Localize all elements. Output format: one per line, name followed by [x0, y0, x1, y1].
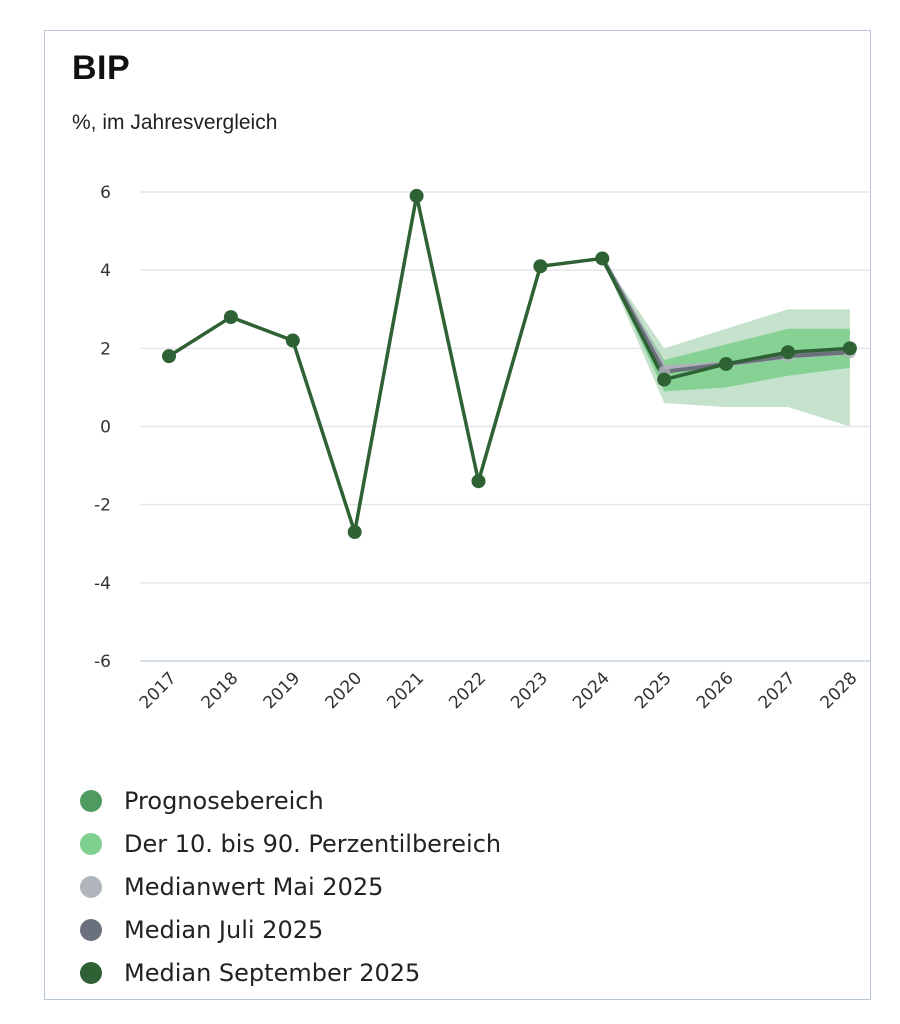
legend-item[interactable]: Median September 2025	[80, 951, 501, 994]
median-september-point	[162, 349, 176, 364]
x-tick-label: 2024	[569, 668, 614, 713]
median-september-point	[657, 372, 672, 387]
legend-item[interactable]: Median Juli 2025	[80, 908, 501, 951]
x-tick-label: 2017	[136, 668, 181, 713]
x-tick-label: 2028	[817, 668, 862, 713]
legend-item[interactable]: Medianwert Mai 2025	[80, 865, 501, 908]
y-tick-label: 2	[100, 339, 111, 359]
y-tick-label: -2	[94, 496, 111, 516]
median-september-point	[347, 525, 362, 540]
median-september-point	[842, 341, 857, 356]
circle-icon	[80, 875, 102, 898]
legend-item[interactable]: Der 10. bis 90. Perzentilbereich	[80, 822, 501, 865]
x-tick-label: 2018	[198, 668, 243, 713]
legend-label: Medianwert Mai 2025	[124, 872, 384, 901]
legend-label: Prognosebereich	[124, 786, 324, 815]
x-axis-ticks: 2017 2018 2019 2020 2021 2022 2023 2024 2025 2026…	[136, 668, 862, 713]
y-tick-label: 6	[100, 183, 111, 203]
median-september-point	[781, 345, 795, 360]
median-september-point	[285, 333, 300, 348]
legend-item[interactable]: Prognosebereich	[80, 779, 501, 822]
circle-icon	[80, 832, 102, 855]
median-september-point	[719, 356, 734, 371]
chart-title: BIP	[72, 49, 131, 87]
forecast-bands	[602, 258, 850, 427]
x-tick-label: 2021	[383, 668, 428, 713]
median-september-point	[409, 188, 424, 203]
chart-legend: Prognosebereich Der 10. bis 90. Perzentil…	[80, 779, 501, 994]
circle-icon	[80, 789, 102, 812]
chart-card: BIP %, im Jahresvergleich 6 4 2 0 -2 -4 -6 201…	[44, 30, 871, 1000]
y-tick-label: 4	[100, 261, 111, 281]
chart-subtitle: %, im Jahresvergleich	[72, 111, 278, 134]
x-tick-label: 2027	[755, 668, 800, 713]
legend-label: Median September 2025	[124, 958, 421, 987]
median-september-point	[533, 259, 548, 274]
x-tick-label: 2025	[631, 668, 676, 713]
median-september-point	[223, 310, 238, 325]
x-tick-label: 2020	[322, 668, 367, 713]
median-september-point	[595, 251, 610, 266]
x-tick-label: 2022	[445, 668, 490, 713]
legend-label: Median Juli 2025	[124, 915, 324, 944]
x-tick-label: 2026	[693, 668, 738, 713]
y-tick-label: -6	[94, 652, 111, 672]
median-september-point	[471, 474, 486, 489]
y-axis-ticks: 6 4 2 0 -2 -4 -6	[94, 183, 111, 672]
y-tick-label: -4	[94, 574, 111, 594]
x-tick-label: 2019	[260, 668, 305, 713]
series-points	[162, 188, 857, 540]
legend-label: Der 10. bis 90. Perzentilbereich	[124, 829, 502, 858]
circle-icon	[80, 918, 102, 941]
median-september-line	[168, 194, 851, 534]
x-tick-label: 2023	[507, 668, 552, 713]
y-tick-label: 0	[100, 418, 111, 438]
grid-lines	[140, 191, 870, 662]
circle-icon	[80, 961, 102, 984]
